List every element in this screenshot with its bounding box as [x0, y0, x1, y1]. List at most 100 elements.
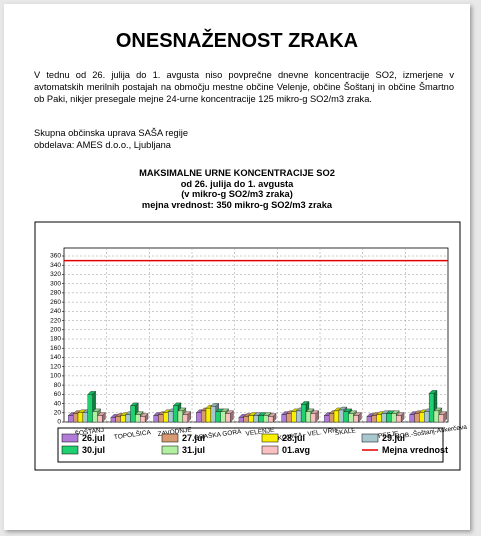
x-tick-label: PESJE [378, 430, 400, 440]
bar [396, 415, 402, 423]
legend-label: Mejna vrednost [382, 445, 448, 455]
legend-swatch [361, 433, 379, 443]
bar [215, 411, 221, 423]
bar [87, 394, 93, 423]
bar [182, 414, 188, 423]
y-tick-label: 300 [50, 280, 61, 287]
legend-label: 28.jul [282, 433, 305, 443]
legend-label: 01.avg [282, 445, 310, 455]
legend-box [57, 427, 444, 463]
bar [177, 410, 184, 423]
bar [305, 411, 312, 423]
y-tick-label: 240 [50, 308, 61, 315]
legend-label: 26.jul [82, 433, 105, 443]
bar [438, 414, 444, 423]
chart-title-line: od 26. julija do 1. avgusta [180, 178, 294, 189]
bar [168, 411, 174, 423]
bar [210, 406, 216, 423]
y-tick-label: 340 [50, 262, 61, 269]
bar [163, 412, 169, 423]
title: ONESNAŽENOST ZRAKA [115, 30, 359, 52]
bar [324, 415, 330, 423]
bar [419, 412, 425, 423]
x-tick-label: TOPOLŠICA [113, 427, 152, 441]
chart-title-line: (v mikro-g SO2/m3 zraka) [181, 189, 293, 199]
bar [296, 410, 302, 423]
bar [381, 413, 387, 423]
bar [348, 413, 354, 423]
bar [433, 410, 440, 423]
chart-frame [34, 221, 461, 471]
bar [263, 415, 269, 423]
bar [243, 416, 249, 423]
y-tick-label: 200 [50, 326, 61, 333]
bar [77, 412, 84, 423]
bar [338, 409, 344, 423]
y-tick-label: 0 [57, 419, 61, 426]
bar [371, 415, 377, 423]
plot-area [63, 247, 449, 423]
bar [414, 413, 420, 423]
bar [68, 415, 74, 423]
y-tick-label: 280 [50, 290, 61, 297]
bar [130, 405, 136, 423]
y-tick-label: 120 [50, 363, 61, 370]
credit: Skupna občinska uprava SAŠA regije [34, 128, 189, 138]
bar [376, 414, 382, 423]
legend-swatch [161, 433, 179, 443]
chart-title-line: MAKSIMALNE URNE KONCENTRACIJE SO2 [139, 168, 335, 178]
bar [343, 411, 349, 423]
credit: obdelava: AMES d.o.o., Ljubljana [34, 140, 171, 150]
bar [253, 415, 259, 423]
x-tick-label: ŠKALE [334, 425, 357, 437]
y-tick-label: 60 [54, 391, 62, 398]
bar [205, 408, 212, 423]
y-tick-label: 20 [54, 409, 62, 416]
legend-swatch [161, 445, 179, 455]
legend-swatch [261, 433, 279, 443]
bar [238, 417, 244, 423]
y-tick-label: 160 [50, 345, 61, 352]
bar [153, 415, 159, 423]
bar [428, 393, 435, 423]
bar [92, 411, 98, 423]
paragraph: V tednu od 26. julija do 1. avgusta niso… [34, 70, 454, 104]
chart-title-line: mejna vrednost: 350 mikro-g SO2/m3 zraka [141, 199, 333, 210]
bar [328, 413, 335, 423]
y-tick-label: 260 [50, 299, 61, 306]
y-tick-label: 40 [54, 400, 62, 407]
bar [72, 413, 79, 423]
bar [391, 413, 397, 423]
legend-label: 29.jul [382, 433, 405, 443]
bar [291, 411, 297, 423]
bar [333, 410, 340, 423]
chart: 0 20 40 60 80 100 120 140 160 180 200 220 240 260 280 3… [34, 221, 468, 471]
y-tick-label: 140 [50, 354, 61, 361]
chart-title: MAKSIMALNE URNE KONCENTRACIJE SO2 od 26.… [4, 168, 470, 210]
bar [300, 404, 307, 423]
bar [120, 415, 126, 423]
bar [220, 411, 226, 423]
y-tick-label: 220 [50, 317, 61, 324]
bar [82, 412, 88, 423]
bar [110, 417, 116, 423]
bar [353, 415, 359, 423]
bar [196, 412, 202, 423]
legend-label: 30.jul [82, 445, 105, 455]
bar [172, 405, 179, 423]
bar [366, 416, 372, 423]
legend-swatch [261, 445, 279, 455]
bar [125, 414, 131, 423]
x-tick-label: VELENJE [245, 427, 275, 438]
bar [258, 415, 264, 423]
legend-label: 27.jul [182, 433, 205, 443]
bar [268, 416, 274, 423]
document-page: ONESNAŽENOST ZRAKA V tednu od 26. julija… [4, 4, 470, 530]
legend-label: 31.jul [182, 445, 205, 455]
bar [310, 413, 316, 423]
bar [386, 413, 392, 423]
bar [409, 414, 415, 423]
y-tick-label: 320 [50, 271, 61, 278]
bar [200, 410, 207, 423]
legend-swatch [61, 433, 79, 443]
